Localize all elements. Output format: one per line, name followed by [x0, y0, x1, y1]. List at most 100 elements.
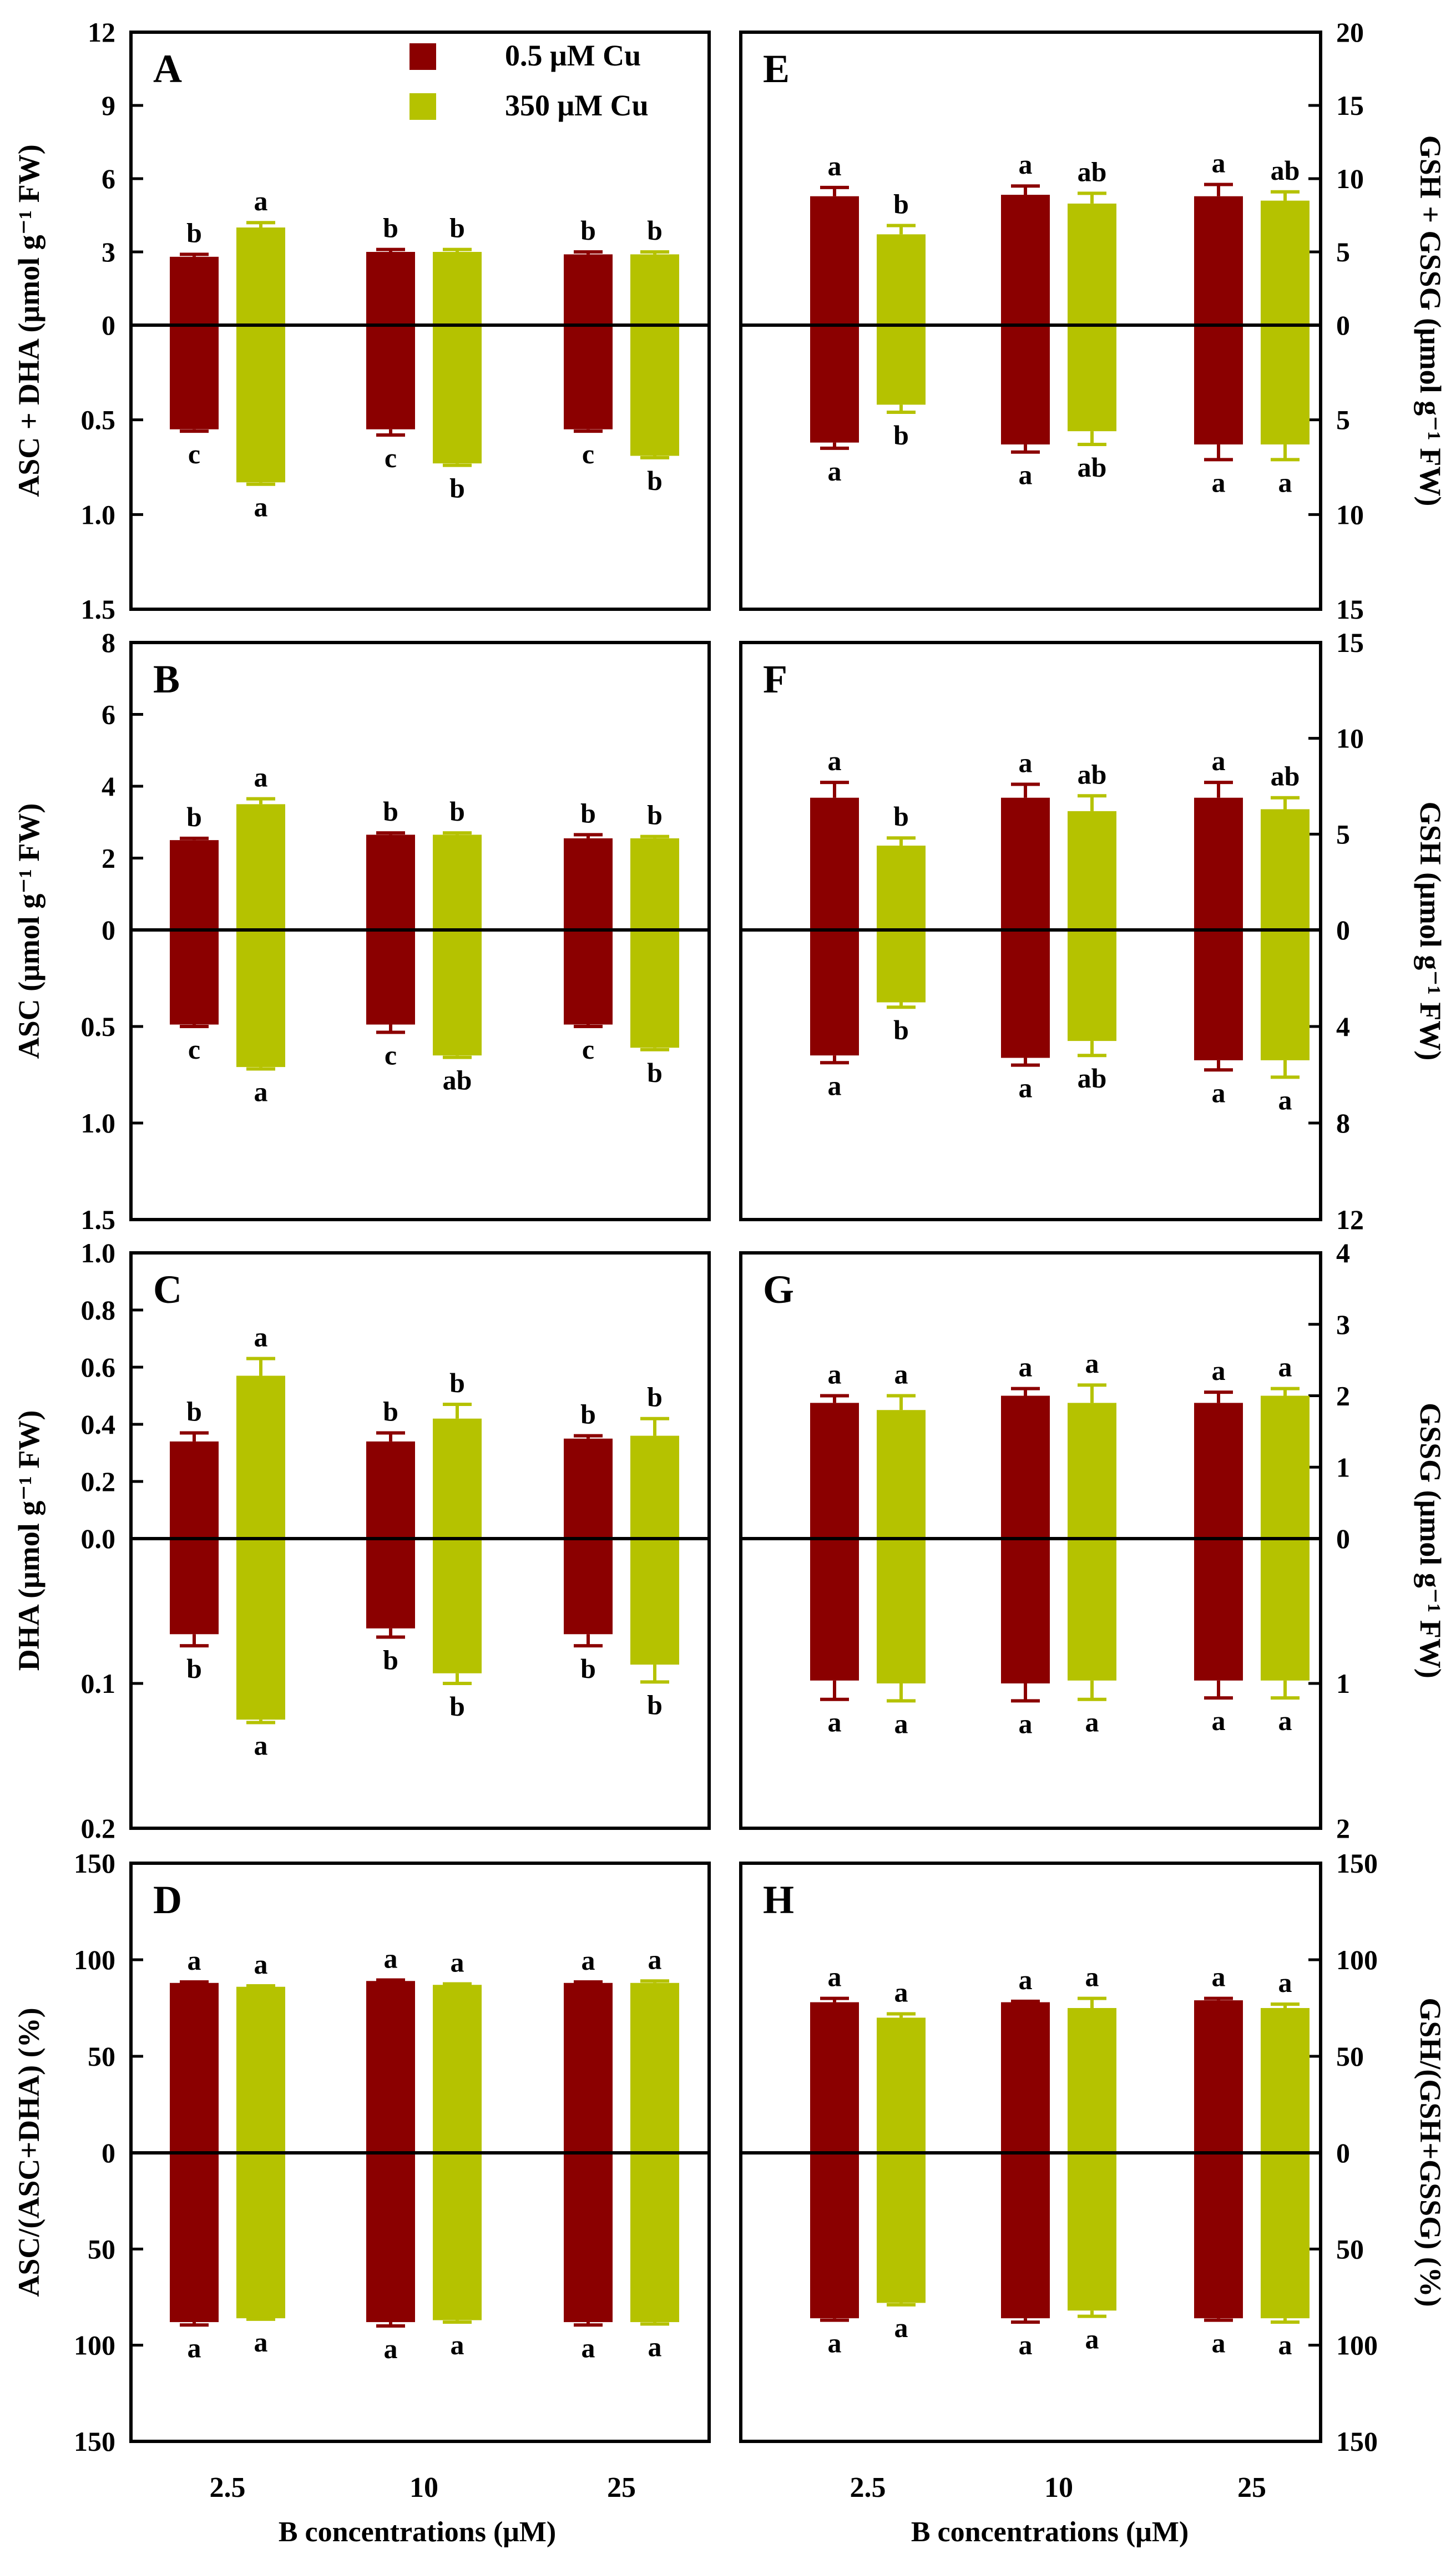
panel-letter: C — [153, 1267, 182, 1312]
significance-letter: a — [1212, 1961, 1226, 1992]
legend-label-high-cu: 350 μM Cu — [505, 89, 649, 122]
x-axis-title-right: B concentrations (μM) — [911, 2516, 1189, 2548]
y-tick-label: 0.4 — [81, 1409, 116, 1440]
x-tick-labels-left: 2.5 10 25 B concentrations (μM) — [210, 2472, 636, 2548]
legend-swatch-low-cu — [410, 43, 436, 70]
bar — [170, 1441, 219, 1539]
bar — [810, 1403, 859, 1539]
bar — [877, 846, 926, 930]
y-tick-label: 4 — [1336, 1237, 1350, 1268]
y-axis-title: GSH + GSSG (μmol g⁻¹ FW) — [1414, 135, 1447, 507]
significance-letter: a — [1278, 467, 1292, 498]
y-tick-label: 2 — [102, 843, 115, 874]
y-tick-label: 12 — [88, 17, 115, 48]
x-tick-label: 25 — [1237, 2472, 1266, 2504]
y-tick-label: 0 — [1336, 914, 1350, 945]
significance-letter: a — [1212, 148, 1226, 179]
bar — [170, 2153, 219, 2323]
y-tick-label: 20 — [1336, 17, 1364, 48]
bar — [630, 1539, 679, 1665]
significance-letter: b — [580, 1399, 596, 1430]
significance-letter: b — [449, 796, 465, 827]
significance-letter: a — [1278, 2329, 1292, 2360]
panel-letter: E — [763, 47, 790, 91]
bar — [366, 930, 415, 1025]
bar — [1261, 325, 1310, 445]
y-tick-label: 50 — [88, 2041, 115, 2072]
bar — [810, 1539, 859, 1681]
significance-letter: a — [254, 1729, 268, 1761]
bar — [877, 2017, 926, 2153]
significance-letter: c — [385, 442, 397, 473]
bar — [564, 1438, 613, 1539]
bar — [1068, 1539, 1116, 1681]
significance-letter: a — [582, 2332, 595, 2363]
bar — [170, 1982, 219, 2153]
y-tick-label: 15 — [1336, 594, 1364, 625]
significance-letter: a — [828, 150, 842, 181]
significance-letter: b — [893, 1014, 909, 1045]
y-tick-label: 100 — [1336, 2330, 1378, 2361]
bar — [1001, 325, 1050, 445]
bar — [236, 804, 285, 930]
bar — [1068, 2153, 1116, 2311]
bar — [236, 2153, 285, 2319]
bar — [236, 930, 285, 1068]
significance-letter: a — [1085, 1961, 1099, 1992]
bar — [810, 2002, 859, 2153]
y-tick-label: 4 — [1336, 1011, 1350, 1042]
x-tick-label: 10 — [410, 2472, 438, 2504]
significance-letter: a — [451, 1947, 464, 1978]
significance-letter: a — [1212, 1077, 1226, 1108]
bar — [1068, 2008, 1116, 2153]
panel-h: 0 50 100 150 50 100 150 a a a a a a a a a a a a H GSH/(GSH+G… — [739, 1848, 1447, 2457]
bar — [1261, 809, 1310, 930]
bar — [630, 1982, 679, 2153]
y-tick-label: 0 — [1336, 1523, 1350, 1554]
significance-letter: a — [1085, 1707, 1099, 1738]
bar — [1194, 930, 1243, 1060]
significance-letter: b — [186, 217, 202, 248]
bar — [433, 252, 482, 325]
significance-letter: b — [186, 801, 202, 832]
significance-letter: a — [1019, 2329, 1033, 2360]
bar — [564, 838, 613, 930]
panel-letter: D — [153, 1878, 182, 1922]
y-tick-label: 0 — [102, 2137, 115, 2168]
bar — [1261, 930, 1310, 1060]
bar — [170, 930, 219, 1025]
significance-letter: a — [1212, 1355, 1226, 1386]
y-tick-label: 0 — [102, 914, 115, 945]
y-tick-label: 0.8 — [81, 1294, 116, 1326]
significance-letter: ab — [1271, 761, 1300, 792]
panel-letter: H — [763, 1878, 794, 1922]
significance-letter: a — [254, 1322, 268, 1353]
y-tick-label: 0.0 — [81, 1523, 116, 1554]
bar — [1068, 1403, 1116, 1539]
significance-letter: a — [1019, 1964, 1033, 1995]
x-tick-label: 10 — [1044, 2472, 1073, 2504]
panel-g: 0 1 2 3 4 1 2 a a a a a a a a a a a a G GSSG (μmol g⁻¹ FW) — [739, 1237, 1447, 1844]
panel-frame — [739, 31, 1322, 611]
bar — [236, 1375, 285, 1539]
significance-letter: ab — [1078, 156, 1107, 187]
significance-letter: b — [647, 800, 663, 831]
bar — [810, 797, 859, 930]
significance-letter: a — [648, 2332, 662, 2363]
significance-letter: ab — [1271, 155, 1300, 186]
significance-letter: b — [186, 1395, 202, 1427]
bar — [877, 325, 926, 405]
y-axis-title: GSH/(GSH+GSSG) (%) — [1414, 1997, 1447, 2307]
significance-letter: a — [1278, 1352, 1292, 1383]
significance-letter: a — [1019, 459, 1033, 490]
significance-letter: a — [828, 456, 842, 487]
bar — [1068, 203, 1116, 325]
bar — [877, 1410, 926, 1539]
bar — [1194, 196, 1243, 325]
significance-letter: b — [383, 1395, 398, 1427]
bar — [1261, 2153, 1310, 2319]
y-tick-label: 0 — [1336, 310, 1350, 341]
